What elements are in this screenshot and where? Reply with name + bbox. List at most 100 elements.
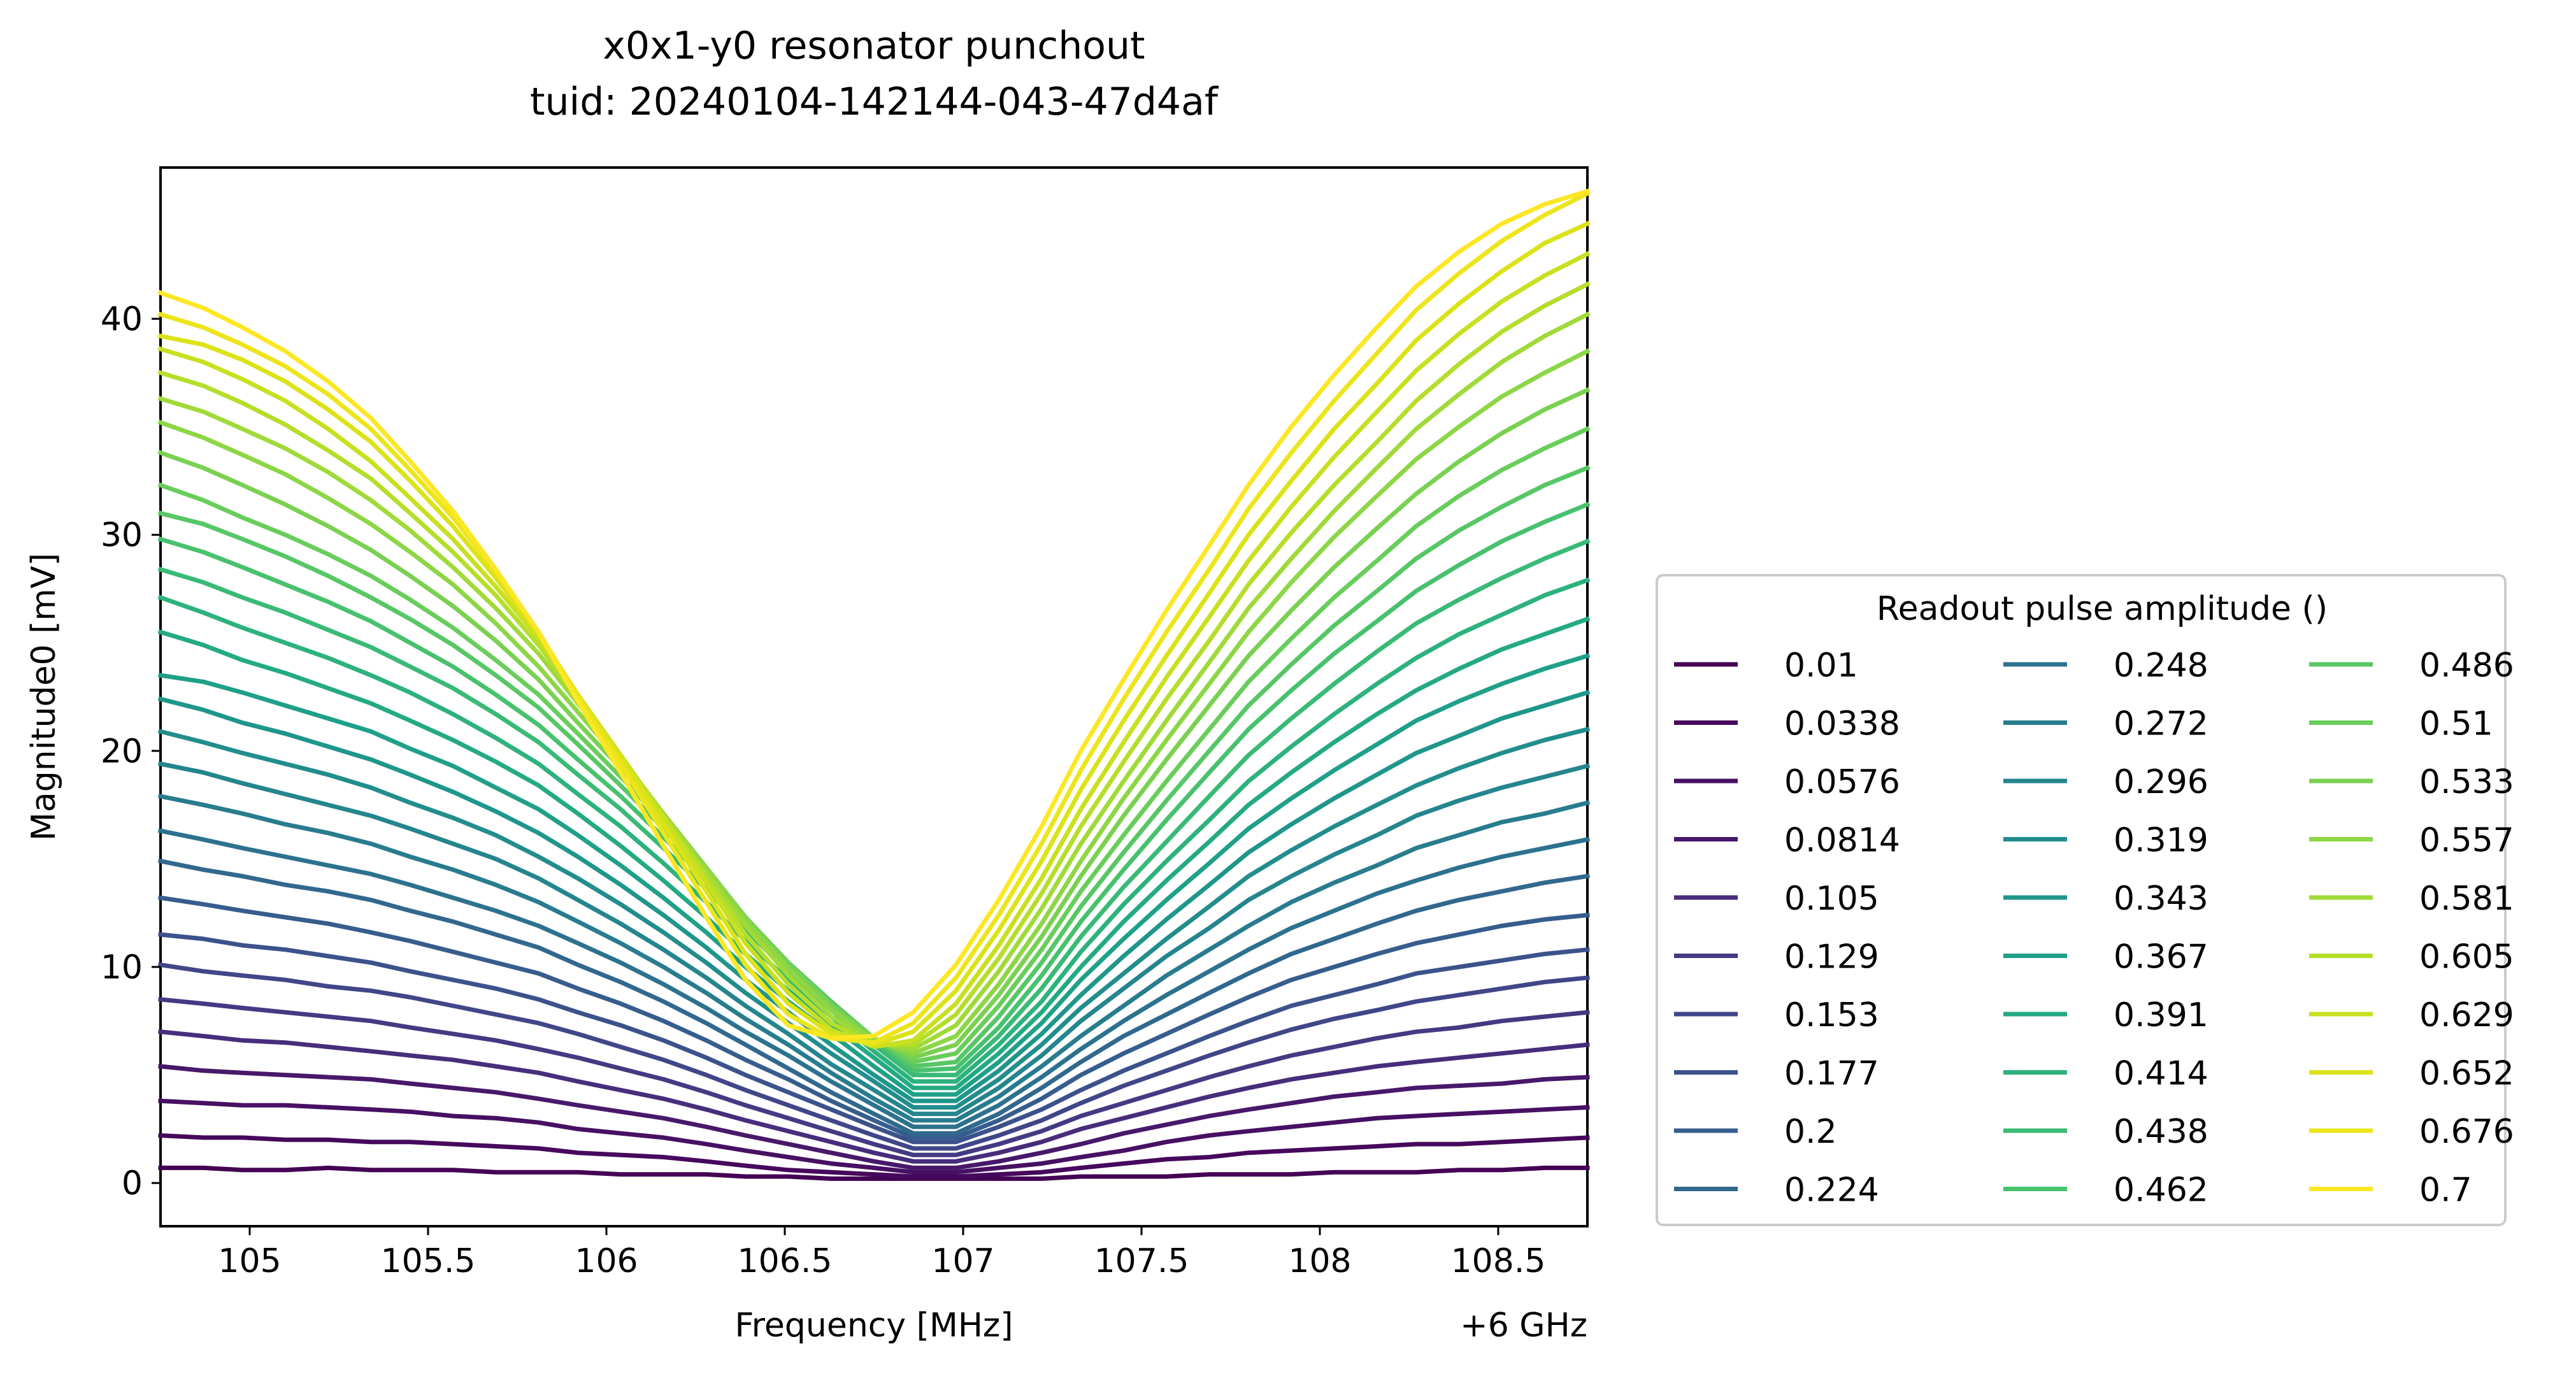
series-line-0.01	[158, 1165, 1590, 1181]
series-line-0.224	[157, 858, 1590, 1136]
legend-entry: 0.296	[2003, 763, 2208, 801]
legend-label: 0.0338	[1784, 705, 1900, 743]
series-line-0.343	[157, 689, 1591, 1103]
legend-label: 0.533	[2419, 763, 2514, 801]
legend-label: 0.0814	[1784, 822, 1900, 860]
legend-entry: 0.581	[2309, 880, 2514, 918]
legend-entry: 0.177	[1674, 1055, 1879, 1093]
legend-entry: 0.652	[2309, 1055, 2514, 1093]
series-line-0.7	[157, 188, 1591, 1041]
x-tick-label: 107	[931, 1242, 994, 1280]
legend-entry: 0.605	[2309, 938, 2514, 977]
legend-label: 0.652	[2419, 1055, 2514, 1093]
legend-entry: 0.248	[2003, 647, 2208, 685]
y-tick-label: 30	[101, 517, 143, 555]
legend-label: 0.272	[2114, 705, 2208, 743]
y-tick-label: 40	[101, 300, 143, 338]
series-line-0.414	[157, 577, 1591, 1084]
legend-entry: 0.01	[1674, 647, 1858, 685]
legend-label: 0.51	[2419, 705, 2493, 743]
x-axis-label: Frequency [MHz]	[735, 1306, 1013, 1345]
x-tick-label: 108.5	[1451, 1242, 1546, 1280]
legend-label: 0.581	[2419, 880, 2514, 918]
legend-entry: 0.7	[2309, 1171, 2472, 1210]
legend-label: 0.629	[2419, 996, 2514, 1034]
legend-label: 0.2	[1784, 1113, 1837, 1151]
series-line-0.0814	[158, 1064, 1590, 1170]
legend-label: 0.414	[2114, 1055, 2208, 1093]
chart-title-line1: x0x1-y0 resonator punchout	[603, 24, 1145, 68]
x-offset-label: +6 GHz	[1460, 1306, 1587, 1345]
series-line-0.676	[157, 190, 1591, 1045]
legend: Readout pulse amplitude () 0.010.03380.0…	[1656, 574, 2514, 1226]
y-tick-label: 20	[101, 733, 143, 771]
legend-entry: 0.0576	[1674, 763, 1900, 801]
legend-label: 0.438	[2114, 1113, 2208, 1151]
legend-entry: 0.367	[2003, 938, 2208, 977]
series-line-0.319	[157, 726, 1591, 1110]
series-line-0.177	[158, 932, 1590, 1145]
legend-label: 0.343	[2114, 880, 2208, 918]
legend-entry: 0.533	[2309, 763, 2514, 801]
series-line-0.0338	[158, 1133, 1590, 1179]
legend-label: 0.319	[2114, 822, 2208, 860]
y-axis-label: Magnitude0 [mV]	[25, 553, 63, 841]
chart-title-line2: tuid: 20240104-142144-043-47d4af	[530, 80, 1219, 124]
legend-entry: 0.105	[1674, 880, 1879, 918]
legend-label: 0.153	[1784, 996, 1879, 1034]
series-line-0.272	[157, 793, 1591, 1123]
legend-entry: 0.343	[2003, 880, 2208, 918]
series-line-0.248	[157, 828, 1591, 1129]
x-tick-label: 107.5	[1094, 1242, 1189, 1280]
legend-label: 0.296	[2114, 763, 2208, 801]
series-line-0.391	[157, 616, 1591, 1091]
series-line-0.153	[158, 962, 1590, 1151]
legend-label: 0.177	[1784, 1055, 1879, 1093]
legend-label: 0.486	[2419, 647, 2514, 685]
legend-entry: 0.391	[2003, 996, 2208, 1034]
legend-entry: 0.272	[2003, 705, 2208, 743]
legend-entry: 0.224	[1674, 1171, 1879, 1210]
legend-label: 0.0576	[1784, 763, 1900, 801]
series-layer	[157, 188, 1591, 1181]
x-tick-label: 106	[575, 1242, 638, 1280]
legend-label: 0.224	[1784, 1171, 1879, 1210]
legend-entry: 0.676	[2309, 1113, 2514, 1151]
legend-entry: 0.557	[2309, 822, 2514, 860]
legend-items: 0.01 0.0338 0.0576 0.0814 0.105 0.129 0.153 0.1…	[1674, 647, 2514, 1210]
legend-entry: 0.129	[1674, 938, 1879, 977]
series-line-0.296	[157, 761, 1591, 1117]
legend-entry: 0.153	[1674, 996, 1879, 1034]
legend-entry: 0.0814	[1674, 822, 1900, 860]
series-line-0.2	[158, 895, 1590, 1140]
legend-entry: 0.486	[2309, 647, 2514, 685]
plot-area: 105 105.5 106 106.5 107 107.5 108 108.5 0 10 20 30…	[101, 166, 1591, 1280]
x-tick-label: 106.5	[738, 1242, 833, 1280]
series-line-0.0576	[158, 1098, 1590, 1175]
legend-label: 0.557	[2419, 822, 2514, 860]
legend-label: 0.367	[2114, 938, 2208, 977]
series-line-0.129	[158, 997, 1590, 1157]
legend-entry: 0.51	[2309, 705, 2493, 743]
legend-entry: 0.2	[1674, 1113, 1837, 1151]
y-tick-label: 0	[122, 1164, 143, 1203]
legend-entry: 0.414	[2003, 1055, 2208, 1093]
legend-entry: 0.0338	[1674, 705, 1900, 743]
legend-label: 0.7	[2419, 1171, 2472, 1210]
legend-entry: 0.438	[2003, 1113, 2208, 1151]
legend-label: 0.462	[2114, 1171, 2208, 1210]
legend-entry: 0.319	[2003, 822, 2208, 860]
legend-label: 0.248	[2114, 647, 2208, 685]
y-tick-label: 10	[101, 948, 143, 987]
legend-frame	[1656, 574, 2507, 1226]
series-line-0.367	[158, 653, 1591, 1097]
y-axis: 0 10 20 30 40	[101, 300, 161, 1203]
legend-entry: 0.462	[2003, 1171, 2208, 1210]
legend-title: Readout pulse amplitude ()	[1877, 590, 2328, 628]
legend-label: 0.676	[2419, 1113, 2514, 1151]
legend-label: 0.391	[2114, 996, 2208, 1034]
x-axis: 105 105.5 106 106.5 107 107.5 108 108.5	[218, 1226, 1545, 1280]
series-line-0.105	[158, 1029, 1590, 1164]
x-tick-label: 105	[218, 1242, 281, 1280]
